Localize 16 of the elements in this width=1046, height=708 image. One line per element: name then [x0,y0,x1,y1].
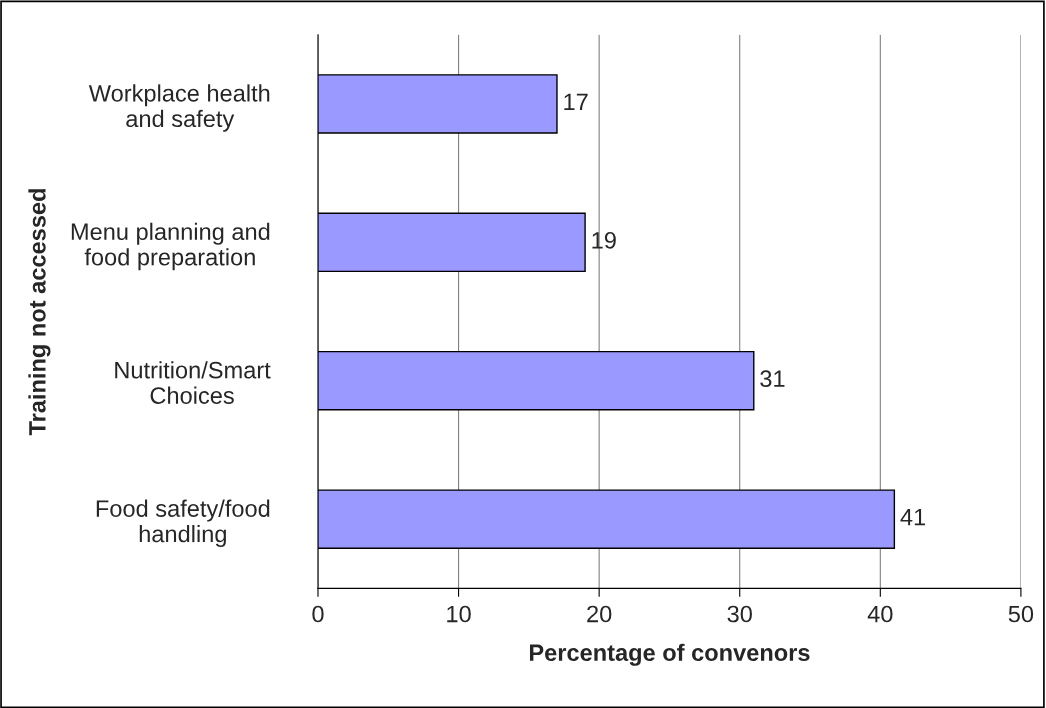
x-tick-label: 30 [727,605,752,623]
data-label: 17 [564,93,588,110]
x-axis-title: Percentage of convenors [529,643,810,666]
x-tick-label: 40 [867,605,893,623]
y-tick-label: Menu planning and food preparation [71,222,270,271]
y-tick-label: Food safety/food handling [96,499,270,548]
x-tick-label: 0 [312,605,324,623]
y-axis-title: Training not accessed [28,189,51,436]
x-tick-label: 10 [447,605,471,623]
data-label: 41 [900,509,926,526]
data-label: 31 [760,370,785,388]
y-tick-label: Nutrition/Smart Choices [115,361,271,404]
x-tick-label: 20 [587,605,612,623]
data-label: 19 [592,231,616,249]
y-tick-label: Workplace health and safety [88,84,270,132]
x-tick-label: 50 [1008,605,1034,623]
